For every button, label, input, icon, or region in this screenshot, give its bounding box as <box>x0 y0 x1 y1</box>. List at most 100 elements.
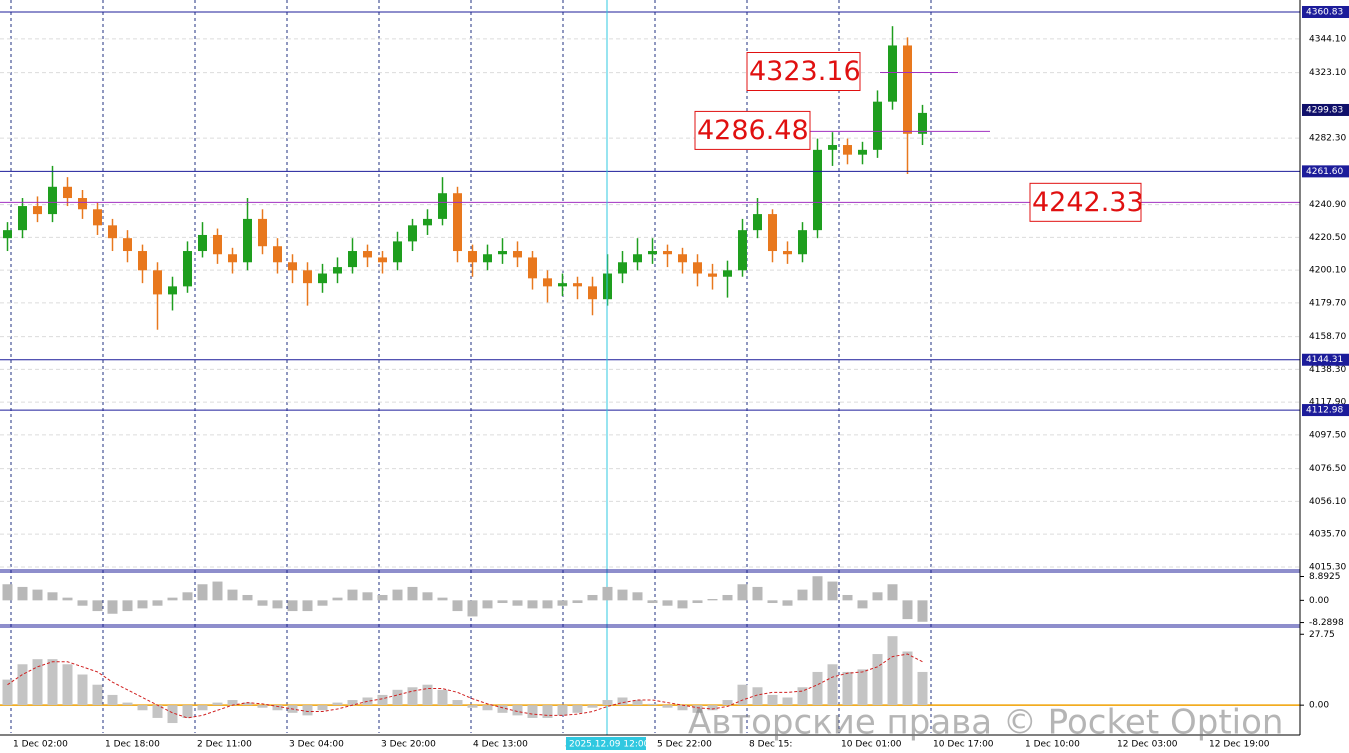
histogram-bar <box>257 600 268 606</box>
y-tick-label: 4220.50 <box>1309 233 1346 243</box>
histogram-bar <box>662 600 673 606</box>
y-tick-label: 27.75 <box>1309 630 1335 640</box>
histogram-bar <box>17 586 28 601</box>
candle-body <box>18 206 27 231</box>
histogram-bar <box>407 687 418 706</box>
annotation-label: 4286.48 <box>697 115 809 146</box>
histogram-bar <box>362 592 373 601</box>
histogram-bar <box>572 705 583 713</box>
x-tick-label: 1 Dec 02:00 <box>13 740 68 750</box>
histogram-bar <box>347 700 358 706</box>
candle-body <box>483 254 492 263</box>
histogram-bar <box>542 705 553 718</box>
candle-body <box>843 145 852 155</box>
histogram-bar <box>692 600 703 604</box>
y-tick-label: 0.00 <box>1309 701 1329 711</box>
histogram-bar <box>452 700 463 706</box>
histogram-bar <box>467 600 478 617</box>
candle-body <box>48 186 57 215</box>
candle-body <box>828 145 837 150</box>
candle-body <box>918 112 927 134</box>
candle-body <box>63 186 72 199</box>
candle-body <box>468 251 477 263</box>
candle-body <box>633 254 642 263</box>
histogram-bar <box>737 684 748 706</box>
histogram-bar <box>677 705 688 711</box>
histogram-bar <box>602 700 613 706</box>
histogram-bar <box>332 702 343 706</box>
candle-body <box>903 45 912 134</box>
y-tick-label: 4323.10 <box>1309 68 1346 78</box>
candle-body <box>408 225 417 242</box>
histogram-bar <box>602 586 613 601</box>
histogram-bar <box>542 600 553 609</box>
candle-body <box>648 251 657 255</box>
y-tick-label: 4097.50 <box>1309 430 1346 440</box>
candle-body <box>198 234 207 252</box>
annotation-box <box>1029 182 1142 222</box>
histogram-bar <box>902 600 913 620</box>
annotation-label: 4242.33 <box>1032 187 1144 218</box>
level-label-box <box>1302 353 1349 366</box>
histogram-bar <box>182 705 193 718</box>
x-tick-label: 2 Dec 11:00 <box>197 740 252 750</box>
histogram-bar <box>107 600 118 614</box>
histogram-bar <box>842 671 853 706</box>
histogram-bar <box>437 597 448 601</box>
candle-body <box>393 241 402 263</box>
candle-body <box>3 230 12 239</box>
candle-body <box>708 273 717 277</box>
y-tick-label: 4200.10 <box>1309 266 1346 276</box>
candle-body <box>318 273 327 284</box>
histogram-bar <box>482 705 493 711</box>
annotation-box <box>694 110 811 150</box>
histogram-bar <box>572 600 583 604</box>
level-label: 4144.31 <box>1306 355 1343 365</box>
histogram-bar <box>392 689 403 706</box>
x-tick-label: 1 Dec 10:00 <box>1025 740 1080 750</box>
level-label-box <box>1302 5 1349 18</box>
histogram-bar <box>2 584 13 601</box>
histogram-bar <box>662 705 673 708</box>
annotation-box <box>746 51 861 91</box>
histogram-bar <box>812 576 823 601</box>
histogram-bar <box>857 669 868 706</box>
candle-body <box>378 257 387 263</box>
histogram-bar <box>557 600 568 606</box>
candle-body <box>513 251 522 258</box>
candle-body <box>753 214 762 231</box>
histogram-bar <box>482 600 493 609</box>
candle-body <box>888 45 897 102</box>
histogram-bar <box>872 592 883 601</box>
histogram-bar <box>47 592 58 601</box>
histogram-bar <box>347 589 358 601</box>
cursor-label-box <box>566 737 646 750</box>
y-tick-label: 4056.10 <box>1309 497 1346 507</box>
histogram-bar <box>692 705 703 713</box>
watermark: Авторские права © Pocket Option <box>688 703 1283 743</box>
level-label-box <box>1302 165 1349 178</box>
x-tick-label: 3 Dec 20:00 <box>381 740 436 750</box>
histogram-bar <box>197 584 208 601</box>
candle-body <box>303 270 312 284</box>
histogram-bar <box>737 584 748 601</box>
candle-body <box>723 270 732 277</box>
histogram-bar <box>842 594 853 601</box>
x-tick-label: 1 Dec 18:00 <box>105 740 160 750</box>
histogram-bar <box>782 697 793 706</box>
histogram-bar <box>332 597 343 601</box>
candle-body <box>183 251 192 287</box>
y-tick-label: 4138.30 <box>1309 365 1346 375</box>
histogram-bar <box>227 700 238 706</box>
y-tick-label: 8.8925 <box>1309 572 1341 582</box>
histogram-bar <box>797 687 808 706</box>
candle-body <box>498 251 507 255</box>
histogram-bar <box>752 586 763 601</box>
histogram-bar <box>167 705 178 724</box>
histogram-bar <box>857 600 868 609</box>
histogram-bar <box>617 697 628 706</box>
candle-body <box>678 254 687 263</box>
candle-body <box>543 278 552 287</box>
